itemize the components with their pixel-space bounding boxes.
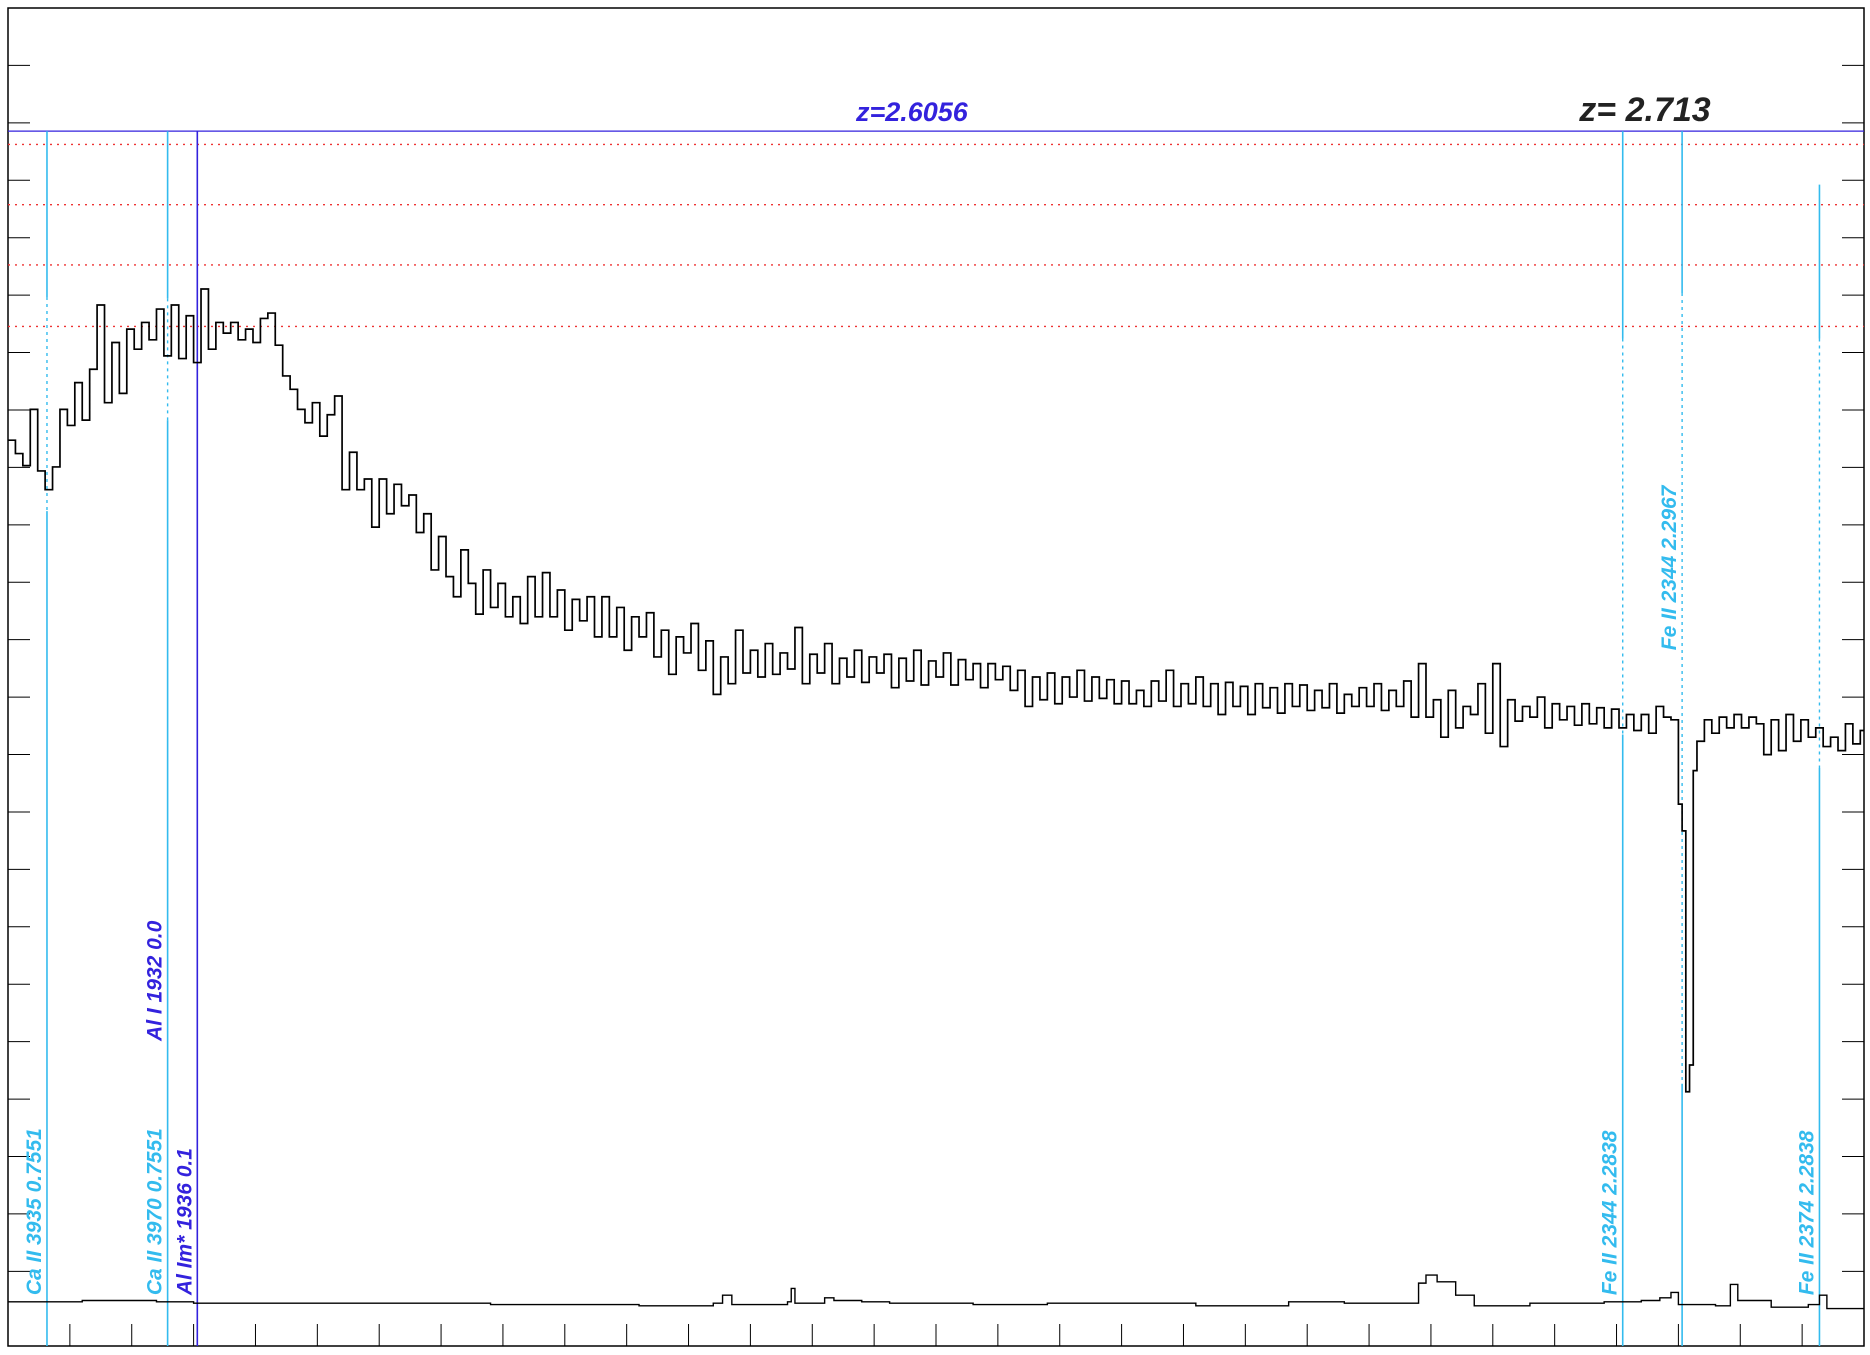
spectrum-series [8,288,1864,1310]
reference-levels [8,130,1864,328]
error-series-line [8,1274,1864,1310]
axis-ticks [8,64,1864,1346]
redshift-labels: z=2.6056 z= 2.713 [855,91,1711,129]
marker-label: Ca II 3935 0.7551 [23,1128,46,1295]
marker-label: Al I 1932 0.0 [144,920,167,1042]
line-markers: Ca II 3935 0.7551 Ca II 3970 0.7551 Al Im*… [23,131,1821,1346]
marker-label: Ca II 3970 0.7551 [144,1128,167,1295]
marker-label: Al Im* 1936 0.1 [173,1148,196,1296]
redshift-label: z=2.6056 [855,97,969,127]
marker-label: Fe II 2344 2.2838 [1599,1130,1622,1295]
redshift-label: z= 2.713 [1578,91,1710,129]
flux-series-line [8,288,1864,1093]
marker-label: Fe II 2344 2.2967 [1658,484,1681,650]
marker-label: Fe II 2374 2.2838 [1795,1130,1818,1295]
